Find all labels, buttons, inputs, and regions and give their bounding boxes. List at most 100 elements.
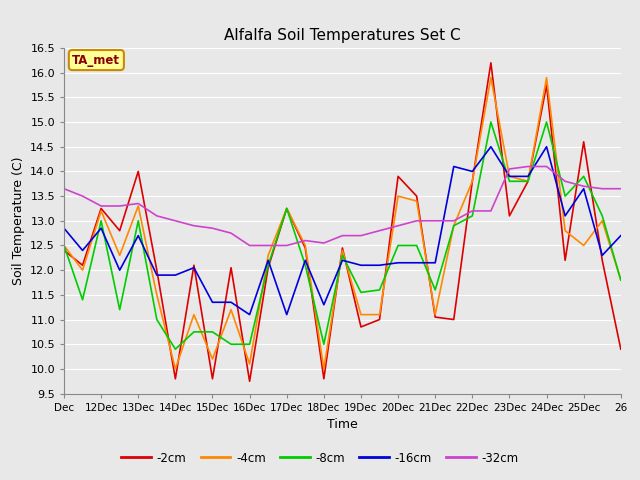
-16cm xyxy=(394,260,402,265)
-8cm xyxy=(506,179,513,184)
-4cm xyxy=(580,242,588,248)
-8cm xyxy=(153,317,161,323)
-32cm xyxy=(450,218,458,224)
-16cm xyxy=(60,225,68,231)
-32cm xyxy=(468,208,476,214)
-32cm xyxy=(543,164,550,169)
-16cm xyxy=(524,173,532,179)
Y-axis label: Soil Temperature (C): Soil Temperature (C) xyxy=(12,156,25,285)
-4cm xyxy=(413,198,420,204)
-4cm xyxy=(357,312,365,317)
-8cm xyxy=(134,218,142,224)
-2cm xyxy=(543,82,550,88)
-2cm xyxy=(301,245,309,251)
-4cm xyxy=(320,366,328,372)
-32cm xyxy=(283,242,291,248)
-2cm xyxy=(246,378,253,384)
-8cm xyxy=(543,119,550,125)
-32cm xyxy=(60,186,68,192)
-32cm xyxy=(264,242,272,248)
-8cm xyxy=(301,263,309,268)
Line: -32cm: -32cm xyxy=(64,167,621,245)
-2cm xyxy=(394,173,402,179)
-16cm xyxy=(79,248,86,253)
-2cm xyxy=(339,245,346,251)
-2cm xyxy=(524,179,532,184)
-16cm xyxy=(283,312,291,317)
-2cm xyxy=(97,205,105,211)
-16cm xyxy=(580,186,588,192)
-16cm xyxy=(209,300,216,305)
-4cm xyxy=(617,277,625,283)
-8cm xyxy=(283,205,291,211)
-2cm xyxy=(190,263,198,268)
-2cm xyxy=(264,265,272,271)
-16cm xyxy=(190,265,198,271)
-2cm xyxy=(617,346,625,352)
-2cm xyxy=(468,179,476,184)
-16cm xyxy=(617,233,625,239)
-4cm xyxy=(450,223,458,228)
-4cm xyxy=(246,361,253,367)
-4cm xyxy=(506,173,513,179)
-16cm xyxy=(264,257,272,263)
-32cm xyxy=(394,223,402,228)
Line: -2cm: -2cm xyxy=(64,63,621,381)
-4cm xyxy=(190,312,198,317)
-2cm xyxy=(561,257,569,263)
-32cm xyxy=(506,166,513,172)
-8cm xyxy=(376,287,383,293)
-32cm xyxy=(153,213,161,219)
-4cm xyxy=(543,75,550,81)
-32cm xyxy=(172,218,179,224)
-4cm xyxy=(301,242,309,248)
-16cm xyxy=(543,144,550,150)
-8cm xyxy=(357,289,365,295)
-16cm xyxy=(376,263,383,268)
-2cm xyxy=(506,213,513,219)
-8cm xyxy=(227,341,235,347)
-32cm xyxy=(301,238,309,243)
-32cm xyxy=(190,223,198,228)
Line: -8cm: -8cm xyxy=(64,122,621,349)
-16cm xyxy=(598,252,606,258)
-16cm xyxy=(246,312,253,317)
-32cm xyxy=(561,179,569,184)
-8cm xyxy=(190,329,198,335)
-2cm xyxy=(116,228,124,234)
-8cm xyxy=(598,213,606,219)
-8cm xyxy=(617,277,625,283)
-32cm xyxy=(97,203,105,209)
-32cm xyxy=(116,203,124,209)
-2cm xyxy=(134,168,142,174)
-8cm xyxy=(468,213,476,219)
-2cm xyxy=(79,263,86,268)
-16cm xyxy=(227,300,235,305)
-8cm xyxy=(561,193,569,199)
-16cm xyxy=(561,213,569,219)
-2cm xyxy=(450,317,458,323)
-32cm xyxy=(320,240,328,246)
-8cm xyxy=(79,297,86,303)
-32cm xyxy=(487,208,495,214)
-4cm xyxy=(339,248,346,253)
-16cm xyxy=(431,260,439,265)
-4cm xyxy=(79,267,86,273)
Legend: -2cm, -4cm, -8cm, -16cm, -32cm: -2cm, -4cm, -8cm, -16cm, -32cm xyxy=(116,447,524,469)
-8cm xyxy=(246,341,253,347)
-2cm xyxy=(283,205,291,211)
-8cm xyxy=(97,218,105,224)
-16cm xyxy=(339,257,346,263)
-8cm xyxy=(431,287,439,293)
-4cm xyxy=(60,242,68,248)
-32cm xyxy=(617,186,625,192)
-32cm xyxy=(134,201,142,206)
-32cm xyxy=(339,233,346,239)
-16cm xyxy=(413,260,420,265)
-2cm xyxy=(172,376,179,382)
-4cm xyxy=(376,312,383,317)
-16cm xyxy=(320,302,328,308)
-16cm xyxy=(506,173,513,179)
-16cm xyxy=(487,144,495,150)
-16cm xyxy=(97,225,105,231)
